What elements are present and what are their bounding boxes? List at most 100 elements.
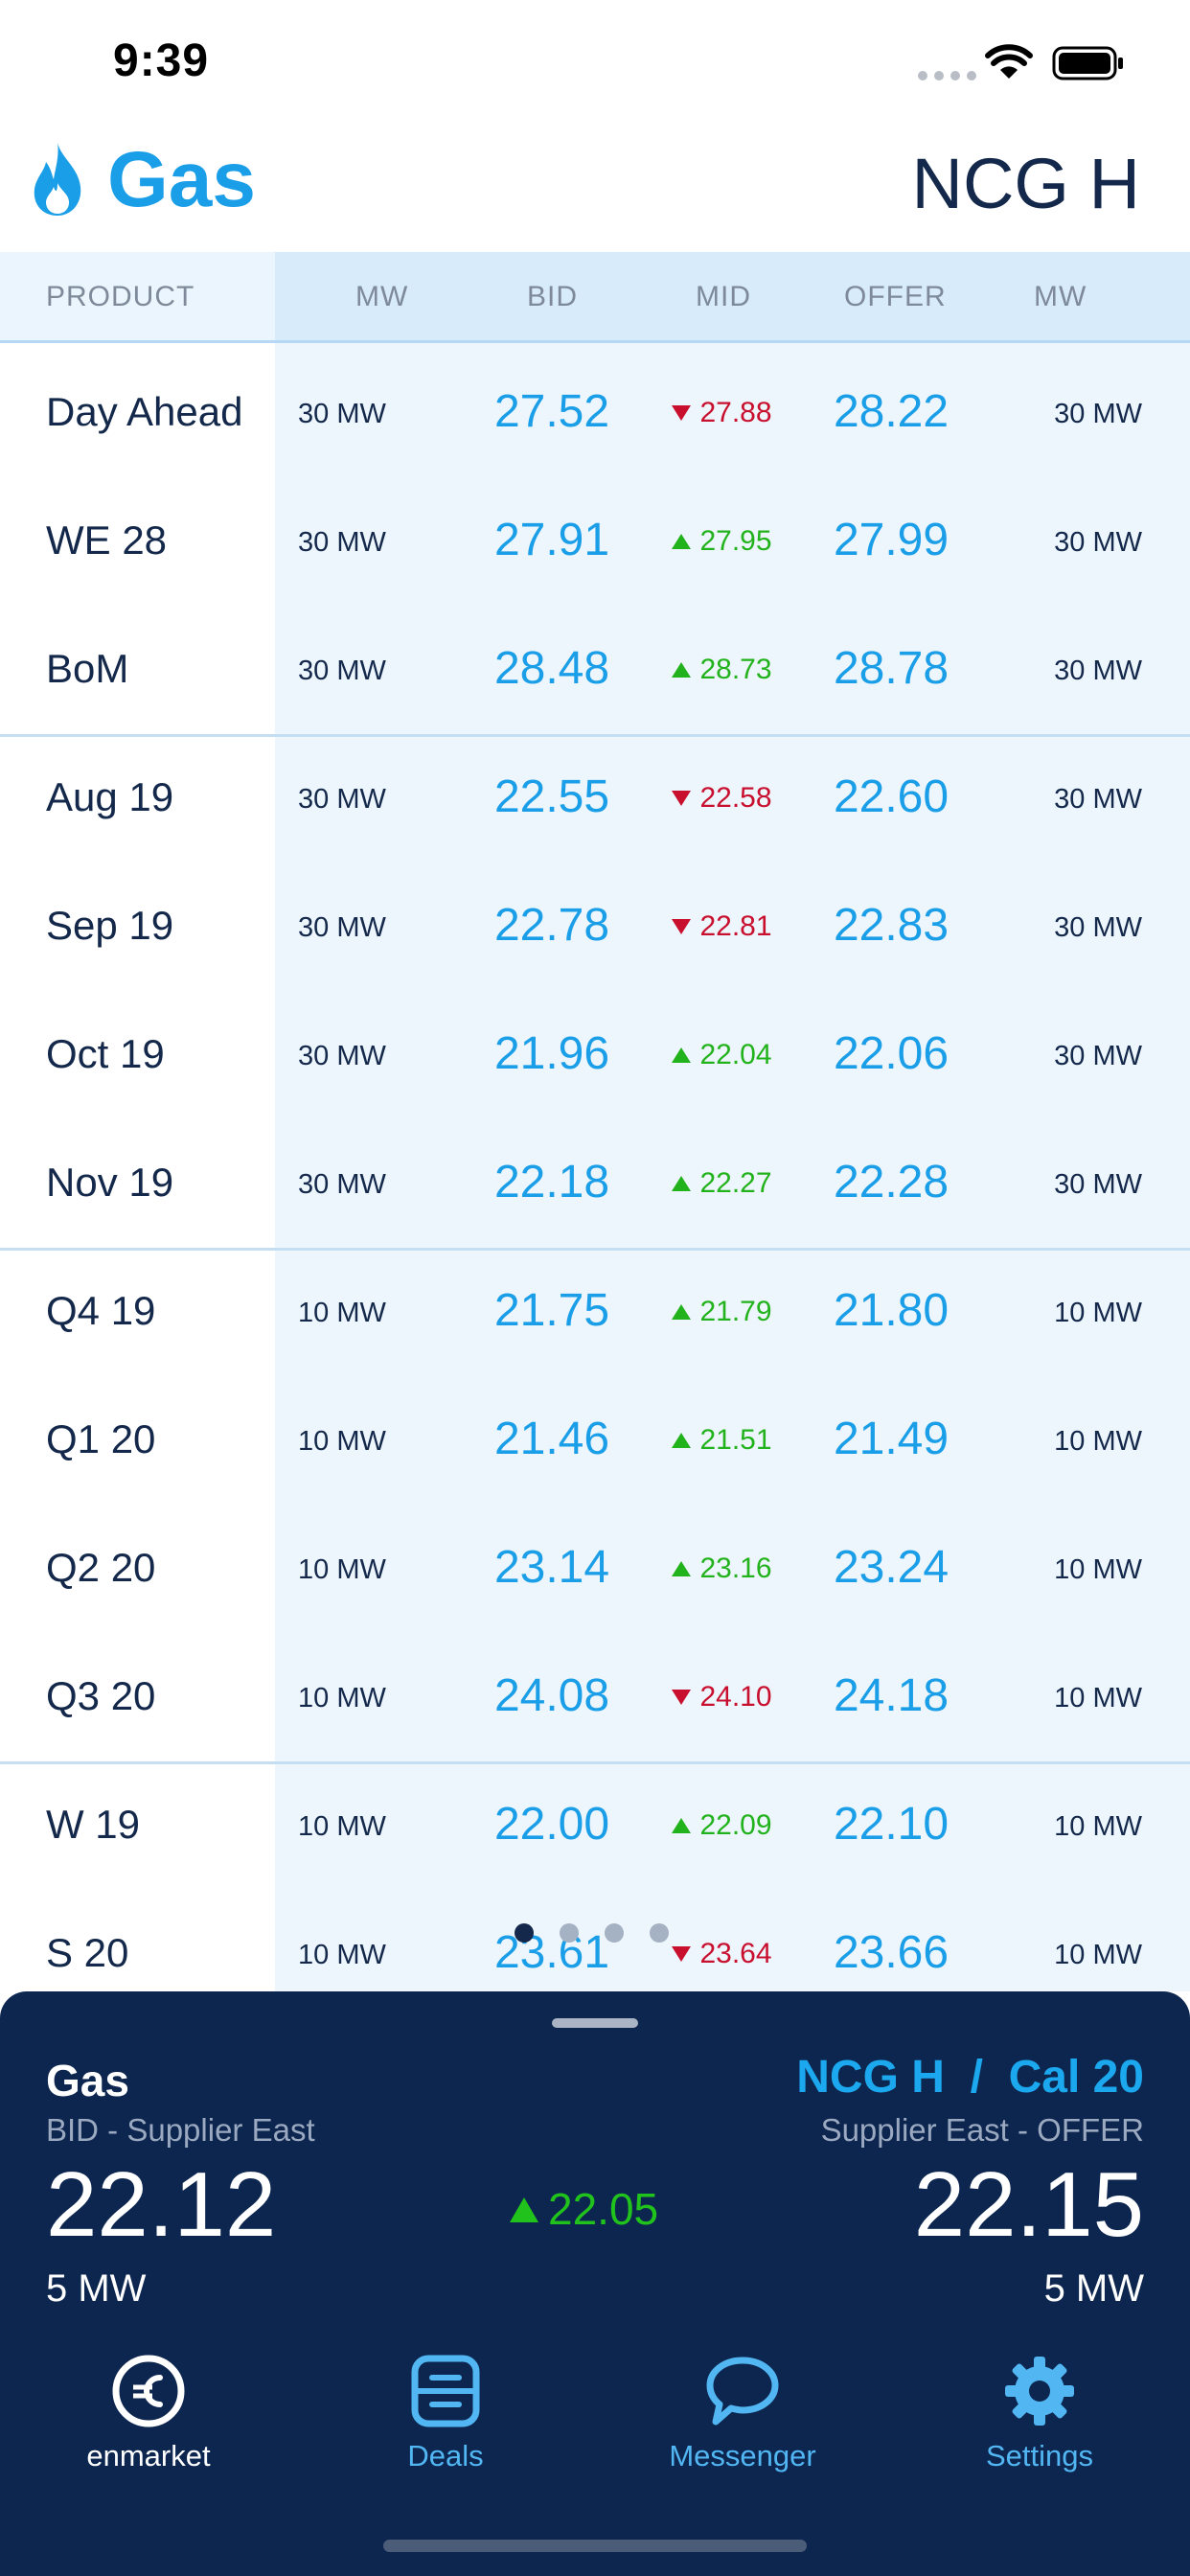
table-row[interactable]: Day Ahead 30 MW 27.52 27.88 28.22 30 MW [0,347,1190,475]
table-row[interactable]: Q1 20 10 MW 21.46 21.51 21.49 10 MW [0,1374,1190,1503]
row-offer-volume: 10 MW [1054,1298,1142,1328]
row-mid-price: 22.09 [650,1809,793,1842]
tab-enmarket[interactable]: enmarket [0,2334,297,2477]
row-bid-volume: 10 MW [298,1554,386,1585]
row-mid-price: 21.79 [650,1296,793,1328]
table-row[interactable]: S 20 10 MW 23.61 23.64 23.66 10 MW [0,1888,1190,1991]
row-offer-price[interactable]: 22.60 [833,771,950,822]
row-bid-volume: 30 MW [298,784,386,815]
tab-settings[interactable]: Settings [891,2334,1188,2477]
row-bid-price[interactable]: 21.75 [493,1285,610,1336]
row-offer-price[interactable]: 24.18 [833,1670,950,1721]
row-bid-price[interactable]: 22.18 [493,1157,610,1208]
page-dot[interactable] [560,1923,579,1943]
panel-market: NCG H / Cal 20 [796,2052,1144,2103]
market-selector[interactable]: NCG H [911,144,1140,223]
row-offer-volume: 30 MW [1054,1041,1142,1071]
gear-icon [1005,2357,1074,2426]
row-offer-price[interactable]: 22.83 [833,900,950,951]
row-bid-price[interactable]: 23.61 [493,1927,610,1978]
status-bar: 9:39 [0,0,1190,129]
row-offer-price[interactable]: 27.99 [833,515,950,565]
row-mid-value: 23.16 [699,1552,772,1584]
row-product: Oct 19 [46,1031,165,1076]
column-header-mw-left: MW [355,281,409,312]
table-row[interactable]: Oct 19 30 MW 21.96 22.04 22.06 30 MW [0,989,1190,1117]
panel-offer-price[interactable]: 22.15 [913,2153,1144,2256]
row-offer-volume: 10 MW [1054,1811,1142,1842]
tab-deals[interactable]: Deals [297,2334,594,2477]
row-mid-value: 24.10 [699,1681,772,1713]
page-indicator[interactable] [515,1923,669,1943]
cellular-signal-icon [918,71,976,80]
row-bid-price[interactable]: 22.78 [493,900,610,951]
row-offer-price[interactable]: 21.49 [833,1414,950,1464]
row-bid-volume: 30 MW [298,1169,386,1200]
group-separator [0,734,1190,737]
row-offer-price[interactable]: 22.06 [833,1028,950,1079]
row-bid-volume: 30 MW [298,527,386,558]
table-row[interactable]: Q3 20 10 MW 24.08 24.10 24.18 10 MW [0,1631,1190,1760]
row-bid-price[interactable]: 27.91 [493,515,610,565]
row-mid-value: 22.27 [699,1167,772,1199]
row-product: Q1 20 [46,1416,156,1461]
row-bid-price[interactable]: 22.00 [493,1799,610,1850]
panel-offer-volume: 5 MW [1043,2267,1144,2310]
row-offer-price[interactable]: 21.80 [833,1285,950,1336]
row-bid-price[interactable]: 21.96 [493,1028,610,1079]
row-bid-price[interactable]: 23.14 [493,1542,610,1593]
table-row[interactable]: Aug 19 30 MW 22.55 22.58 22.60 30 MW [0,732,1190,861]
tab-label: Settings [985,2439,1093,2472]
selected-product-panel[interactable]: Gas BID - Supplier East 22.12 5 MW 22.05… [0,1991,1190,2576]
row-mid-value: 27.88 [699,397,772,428]
table-row[interactable]: W 19 10 MW 22.00 22.09 22.10 10 MW [0,1760,1190,1888]
panel-bid-price[interactable]: 22.12 [46,2153,277,2256]
row-bid-price[interactable]: 28.48 [493,643,610,694]
battery-icon [1052,46,1123,80]
page-dot[interactable] [650,1923,669,1943]
drag-handle[interactable] [552,2018,638,2028]
row-product: Q4 19 [46,1288,156,1333]
row-product: Q3 20 [46,1673,156,1718]
tab-label: enmarket [86,2439,211,2472]
row-offer-price[interactable]: 28.22 [833,386,950,437]
row-bid-price[interactable]: 24.08 [493,1670,610,1721]
euro-icon [112,2355,185,2427]
page-dot[interactable] [605,1923,624,1943]
row-offer-price[interactable]: 23.66 [833,1927,950,1978]
row-offer-volume: 10 MW [1054,1940,1142,1970]
table-row[interactable]: WE 28 30 MW 27.91 27.95 27.99 30 MW [0,475,1190,604]
row-offer-volume: 30 MW [1054,656,1142,686]
column-header-mid: MID [696,281,751,312]
row-offer-volume: 30 MW [1054,399,1142,429]
tab-messenger[interactable]: Messenger [594,2334,891,2477]
price-table[interactable]: Day Ahead 30 MW 27.52 27.88 28.22 30 MW WE 28 3… [0,343,1190,1991]
row-mid-value: 28.73 [699,654,772,685]
table-row[interactable]: Sep 19 30 MW 22.78 22.81 22.83 30 MW [0,861,1190,989]
row-bid-price[interactable]: 22.55 [493,771,610,822]
row-mid-value: 22.81 [699,910,772,942]
chat-bubble-icon [706,2357,779,2426]
table-row[interactable]: Q4 19 10 MW 21.75 21.79 21.80 10 MW [0,1246,1190,1374]
deals-icon [411,2355,480,2427]
row-offer-volume: 10 MW [1054,1554,1142,1585]
row-bid-price[interactable]: 21.46 [493,1414,610,1464]
table-row[interactable]: Nov 19 30 MW 22.18 22.27 22.28 30 MW [0,1117,1190,1246]
group-separator [0,1761,1190,1764]
page-dot[interactable] [515,1923,534,1943]
column-header-offer: OFFER [844,281,947,312]
panel-bid-label: BID - Supplier East [46,2112,315,2148]
row-offer-price[interactable]: 28.78 [833,643,950,694]
row-offer-price[interactable]: 22.10 [833,1799,950,1850]
row-mid-price: 22.27 [650,1167,793,1200]
group-separator [0,1248,1190,1251]
row-bid-price[interactable]: 27.52 [493,386,610,437]
row-mid-price: 21.51 [650,1424,793,1457]
row-mid-value: 22.04 [699,1039,772,1070]
row-bid-volume: 30 MW [298,399,386,429]
row-offer-price[interactable]: 22.28 [833,1157,950,1208]
row-offer-price[interactable]: 23.24 [833,1542,950,1593]
table-row[interactable]: Q2 20 10 MW 23.14 23.16 23.24 10 MW [0,1503,1190,1631]
table-row[interactable]: BoM 30 MW 28.48 28.73 28.78 30 MW [0,604,1190,732]
tab-label: Deals [407,2439,484,2472]
